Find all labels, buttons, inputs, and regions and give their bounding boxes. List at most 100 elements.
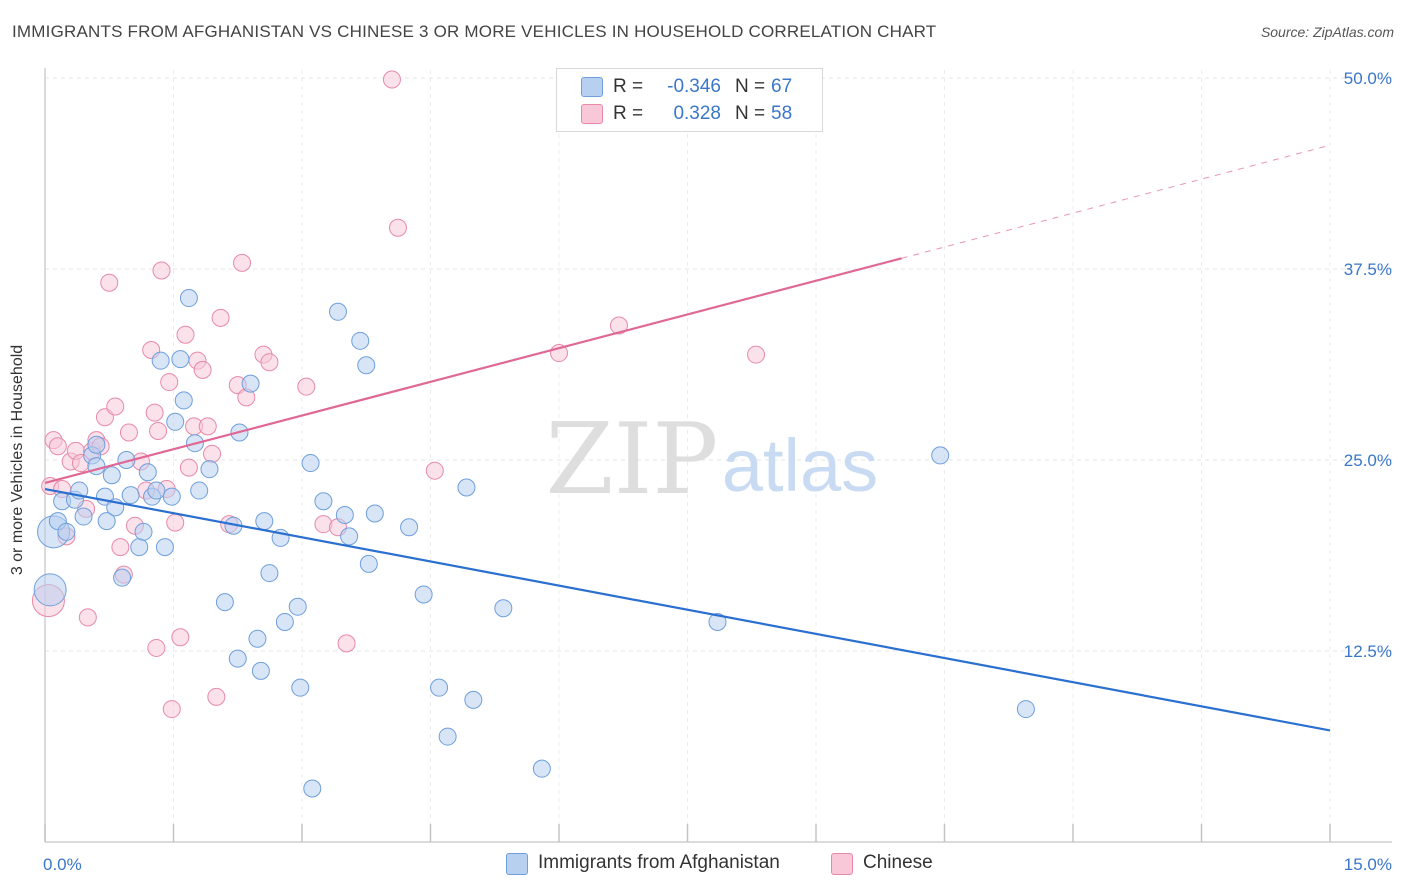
r-value: -0.346 [667, 76, 721, 97]
y-axis-label: 3 or more Vehicles in Household [9, 344, 26, 576]
legend-label: Immigrants from Afghanistan [538, 852, 780, 873]
y-tick-label: 37.5% [1344, 260, 1392, 279]
afghanistan-point [291, 678, 310, 697]
r-label: R = [613, 76, 644, 97]
legend-blue-swatch [506, 853, 528, 875]
afghanistan-point [179, 289, 198, 308]
chinese-point [260, 353, 279, 372]
r-label: R = [613, 103, 644, 124]
n-value: 58 [771, 103, 793, 124]
afghanistan-point [457, 478, 476, 497]
afghanistan-point [335, 506, 354, 525]
afghanistan-point [147, 481, 166, 500]
afghanistan-point [314, 492, 333, 511]
y-tick-label: 12.5% [1344, 642, 1392, 661]
chinese-point [207, 687, 226, 706]
afghanistan-point [138, 463, 157, 482]
afghanistan-trend-line [44, 487, 1331, 732]
afghanistan-point [438, 727, 457, 746]
r-value: 0.328 [673, 103, 721, 124]
afghanistan-point [215, 593, 234, 612]
blue-swatch [581, 77, 603, 97]
watermark-zip: ZIP [546, 403, 719, 517]
afghanistan-point [200, 460, 219, 479]
afghanistan-point [400, 518, 419, 537]
chinese-point [111, 538, 130, 557]
afghanistan-points [33, 289, 1035, 798]
chinese-point [119, 423, 138, 442]
afghanistan-point [57, 522, 76, 541]
afghanistan-point [102, 466, 121, 485]
watermark-atlas: atlas [722, 424, 878, 507]
chinese-points [31, 70, 766, 719]
afghanistan-point [162, 487, 181, 506]
y-tick-label: 25.0% [1344, 451, 1392, 470]
axes [44, 68, 1392, 843]
afghanistan-point [248, 629, 267, 648]
afghanistan-point [351, 331, 370, 350]
afghanistan-point [241, 374, 260, 393]
n-value: 67 [771, 76, 793, 97]
trend-lines [44, 144, 1331, 732]
afghanistan-point [288, 597, 307, 616]
chinese-point [314, 515, 333, 534]
chinese-point [147, 638, 166, 657]
chinese-point [211, 308, 230, 327]
chinese-point [100, 273, 119, 292]
afghanistan-point [87, 435, 106, 454]
chinese-point [152, 261, 171, 280]
chinese-point [78, 608, 97, 627]
afghanistan-point [303, 779, 322, 798]
afghanistan-point [275, 612, 294, 631]
afghanistan-point [134, 522, 153, 541]
afghanistan-point [931, 446, 950, 465]
afghanistan-point [190, 481, 209, 500]
afghanistan-point [255, 512, 274, 531]
afghanistan-point [260, 564, 279, 583]
chinese-point [106, 397, 125, 416]
chinese-point [171, 628, 190, 647]
chinese-point [382, 70, 401, 89]
afghanistan-point [359, 554, 378, 573]
correlation-stats-box: R = -0.346 N = 67 R = 0.328 N = 58 [556, 68, 823, 132]
x-tick-label: 0.0% [43, 855, 82, 874]
chinese-point [198, 417, 217, 436]
chinese-point [337, 634, 356, 653]
chinese-point [609, 316, 628, 335]
afghanistan-point [1016, 700, 1035, 719]
afghanistan-point [464, 690, 483, 709]
chinese-point [166, 513, 185, 532]
watermark: ZIP atlas [546, 403, 879, 517]
afghanistan-point [33, 573, 67, 607]
pink-swatch [581, 104, 603, 124]
chinese-point [425, 461, 444, 480]
afghanistan-point [340, 527, 359, 546]
source-label: Source: ZipAtlas.com [1260, 24, 1394, 40]
n-label: N = [735, 103, 766, 124]
chinese-point [388, 218, 407, 237]
chinese-point [747, 345, 766, 364]
afghanistan-point [171, 350, 190, 369]
afghanistan-point [708, 612, 727, 631]
chinese-point [297, 377, 316, 396]
y-tick-label: 50.0% [1344, 69, 1392, 88]
chinese-point [149, 421, 168, 440]
chinese-point [145, 403, 164, 422]
chinese-point [203, 444, 222, 463]
afghanistan-point [357, 356, 376, 375]
chinese-point [179, 458, 198, 477]
afghanistan-point [301, 454, 320, 473]
afghanistan-point [151, 351, 170, 370]
afghanistan-point [174, 391, 193, 410]
afghanistan-point [532, 759, 551, 778]
afghanistan-point [166, 412, 185, 431]
chinese-point [162, 700, 181, 719]
afghanistan-point [430, 678, 449, 697]
chinese-point [176, 325, 195, 344]
chinese-point [160, 373, 179, 392]
afghanistan-point [494, 599, 513, 618]
afghanistan-point [113, 568, 132, 587]
tick-labels: 12.5% 25.0% 37.5% 50.0% 0.0% 15.0% [43, 69, 1392, 874]
afghanistan-point [130, 538, 149, 557]
